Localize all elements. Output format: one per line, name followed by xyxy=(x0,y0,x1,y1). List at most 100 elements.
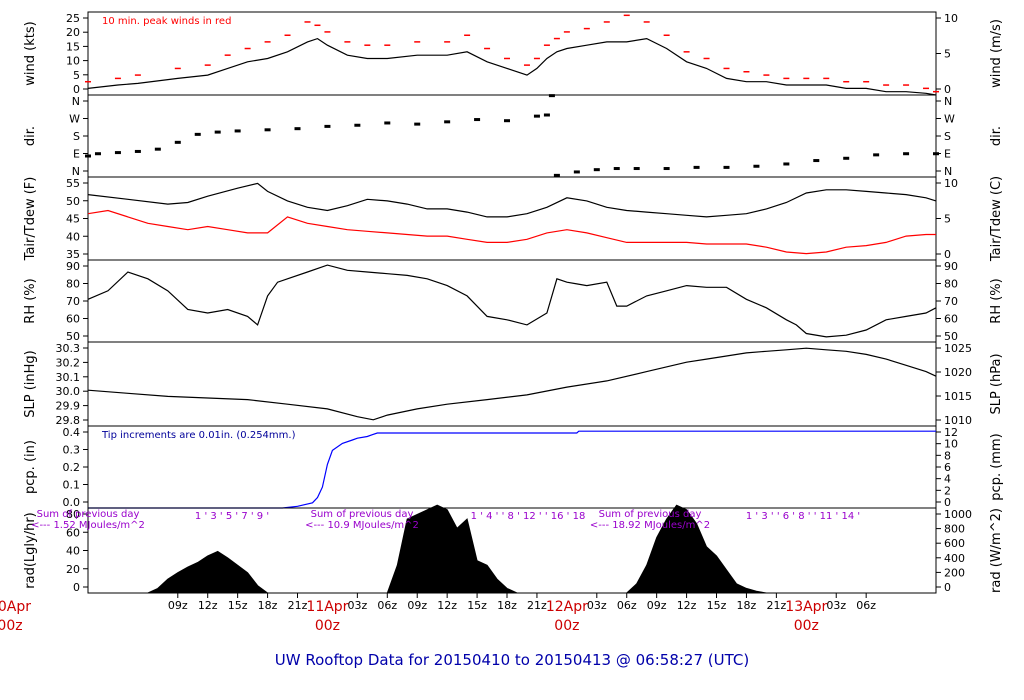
left-tick-label: 29.8 xyxy=(56,414,81,427)
left-tick-label: 50 xyxy=(66,330,80,343)
right-tick-label: 1025 xyxy=(944,342,972,355)
left-tick-label: 45 xyxy=(66,213,80,226)
left-tick-label: E xyxy=(73,148,80,161)
right-tick-label: 60 xyxy=(944,313,958,326)
date-label-time: 00z xyxy=(554,618,579,634)
right-tick-label: 400 xyxy=(944,552,965,565)
left-tick-label: 80 xyxy=(66,508,80,521)
left-tick-label: 60 xyxy=(66,526,80,539)
direction-point xyxy=(94,152,101,156)
direction-point xyxy=(234,129,241,133)
right-tick-label: E xyxy=(944,148,951,161)
direction-point xyxy=(593,168,600,172)
left-tick-label: 29.9 xyxy=(56,400,81,413)
daily-total-label: Sum of previous day xyxy=(599,509,702,520)
left-tick-label: N xyxy=(72,165,80,178)
radiation-area xyxy=(147,504,767,594)
right-tick-label: 12 xyxy=(944,426,958,439)
right-tick-label: 0 xyxy=(944,581,951,594)
direction-point xyxy=(194,132,201,136)
daily-total-label: Sum of previous day xyxy=(37,509,140,520)
direction-point xyxy=(134,149,141,153)
solar-hour-labels: 1 ' 3 ' ' 6 ' 8 ' ' 11 ' 14 ' xyxy=(746,511,860,522)
right-tick-label: 800 xyxy=(944,523,965,536)
direction-point xyxy=(214,130,221,134)
hour-tick-label: 09z xyxy=(168,599,188,612)
left-tick-label: 0 xyxy=(73,83,80,96)
date-ticks: 10Apr 00z 11Apr 00z 12Apr 00z 13Apr 00z xyxy=(0,599,828,634)
right-tick-label: N xyxy=(944,95,952,108)
right-tick-label: 1000 xyxy=(944,508,972,521)
left-tick-label: 0.1 xyxy=(63,479,81,492)
hour-tick-label: 21z xyxy=(766,599,786,612)
series-line xyxy=(87,182,937,218)
right-tick-label: 4 xyxy=(944,473,951,486)
right-tick-label: 5 xyxy=(944,213,951,226)
left-tick-label: 5 xyxy=(73,69,80,82)
y-axis-label-left: dir. xyxy=(23,126,38,146)
right-tick-label: 1020 xyxy=(944,366,972,379)
date-label-day: 10Apr xyxy=(0,599,31,615)
y-axis-label-right: pcp. (mm) xyxy=(989,433,1004,500)
y-axis-label-right: dir. xyxy=(989,126,1004,146)
left-tick-label: 30.2 xyxy=(56,356,81,369)
y-axis-label-left: wind (kts) xyxy=(23,21,38,85)
panel-temperature: 35 40 45 50 55 0 5 10 Tair/Tdew (F) Tair/Tdew (C) xyxy=(23,176,1004,262)
hour-tick-label: 03z xyxy=(826,599,846,612)
daily-total-label: Sum of previous day xyxy=(311,509,414,520)
left-tick-label: 30.0 xyxy=(56,385,81,398)
right-tick-label: 0 xyxy=(944,83,951,96)
hour-tick-label: 12z xyxy=(198,599,218,612)
direction-point xyxy=(813,159,820,163)
y-axis-label-left: pcp. (in) xyxy=(23,440,38,494)
direction-point xyxy=(264,128,271,132)
left-tick-label: 60 xyxy=(66,313,80,326)
left-tick-label: 55 xyxy=(66,177,80,190)
left-tick-label: 0 xyxy=(73,581,80,594)
direction-point xyxy=(613,167,620,171)
direction-point xyxy=(324,124,331,128)
hour-tick-label: 21z xyxy=(288,599,308,612)
y-axis-label-left: rad(Lgly/hr) xyxy=(23,512,38,588)
direction-point xyxy=(154,147,161,151)
panel-frame xyxy=(87,259,937,343)
left-tick-label: 80 xyxy=(66,278,80,291)
hour-tick-label: 15z xyxy=(707,599,727,612)
direction-point xyxy=(414,122,421,126)
daily-total-value: <--- 1.52 MJoules/m^2 xyxy=(31,520,145,531)
direction-point xyxy=(903,152,910,156)
left-tick-label: 0.0 xyxy=(63,496,81,509)
direction-point xyxy=(663,167,670,171)
direction-point xyxy=(873,153,880,157)
series-line xyxy=(87,264,937,338)
direction-point xyxy=(783,162,790,166)
hour-tick-label: 09z xyxy=(407,599,427,612)
date-label-time: 00z xyxy=(794,618,819,634)
right-tick-label: 1015 xyxy=(944,390,972,403)
y-axis-label-left: Tair/Tdew (F) xyxy=(23,177,38,262)
hour-tick-label: 12z xyxy=(677,599,697,612)
date-label-day: 13Apr xyxy=(785,599,827,615)
direction-point xyxy=(573,170,580,174)
y-axis-label-right: RH (%) xyxy=(989,278,1004,323)
panel-frame xyxy=(87,94,937,178)
hour-tick-label: 15z xyxy=(228,599,248,612)
hour-tick-label: 06z xyxy=(856,599,876,612)
date-label-time: 00z xyxy=(315,618,340,634)
solar-hour-labels: 1 ' 3 ' 5 ' 7 ' 9 ' xyxy=(195,511,269,522)
series-line xyxy=(87,347,937,421)
right-tick-label: 70 xyxy=(944,295,958,308)
hour-tick-label: 18z xyxy=(737,599,757,612)
y-axis-label-right: rad (W/m^2) xyxy=(989,508,1004,593)
direction-point xyxy=(474,118,481,122)
direction-point xyxy=(533,114,540,118)
right-tick-label: 50 xyxy=(944,330,958,343)
right-tick-label: 8 xyxy=(944,449,951,462)
direction-point xyxy=(114,151,121,155)
left-tick-label: 50 xyxy=(66,195,80,208)
right-tick-label: 600 xyxy=(944,537,965,550)
